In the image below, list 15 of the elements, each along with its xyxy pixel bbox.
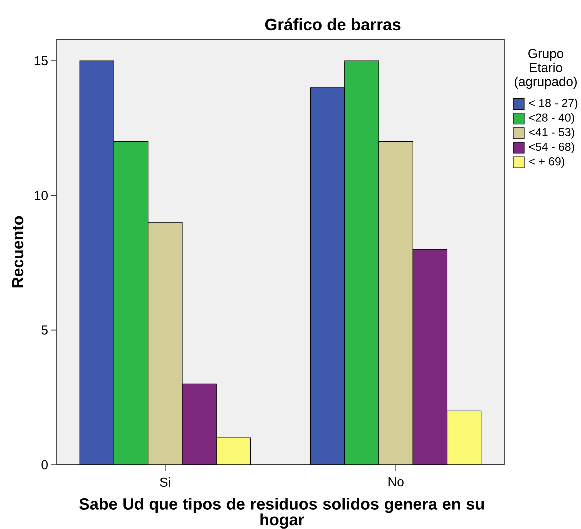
legend-label: <41 - 53) bbox=[529, 128, 574, 139]
chart-title: Gráfico de barras bbox=[265, 18, 401, 31]
y-axis-title: Recuento bbox=[12, 216, 24, 288]
legend-label: < + 69) bbox=[529, 157, 565, 168]
legend-label: <54 - 68) bbox=[529, 142, 574, 154]
x-axis-title: Sabe Ud que tipos de residuos solidos genera en su hogar bbox=[80, 498, 484, 529]
legend-label: <28 - 40) bbox=[529, 113, 574, 124]
legend-title: Grupo Etario (agrupado) bbox=[515, 49, 577, 89]
legend-label: < 18 - 27) bbox=[529, 98, 578, 110]
x-tick-label: No bbox=[388, 478, 404, 487]
y-tick-label: 15 bbox=[35, 56, 48, 66]
x-tick-label: Si bbox=[160, 478, 170, 488]
y-tick-label: 10 bbox=[35, 191, 48, 200]
y-tick-label: 5 bbox=[42, 326, 48, 335]
y-tick-label: 0 bbox=[42, 460, 48, 470]
